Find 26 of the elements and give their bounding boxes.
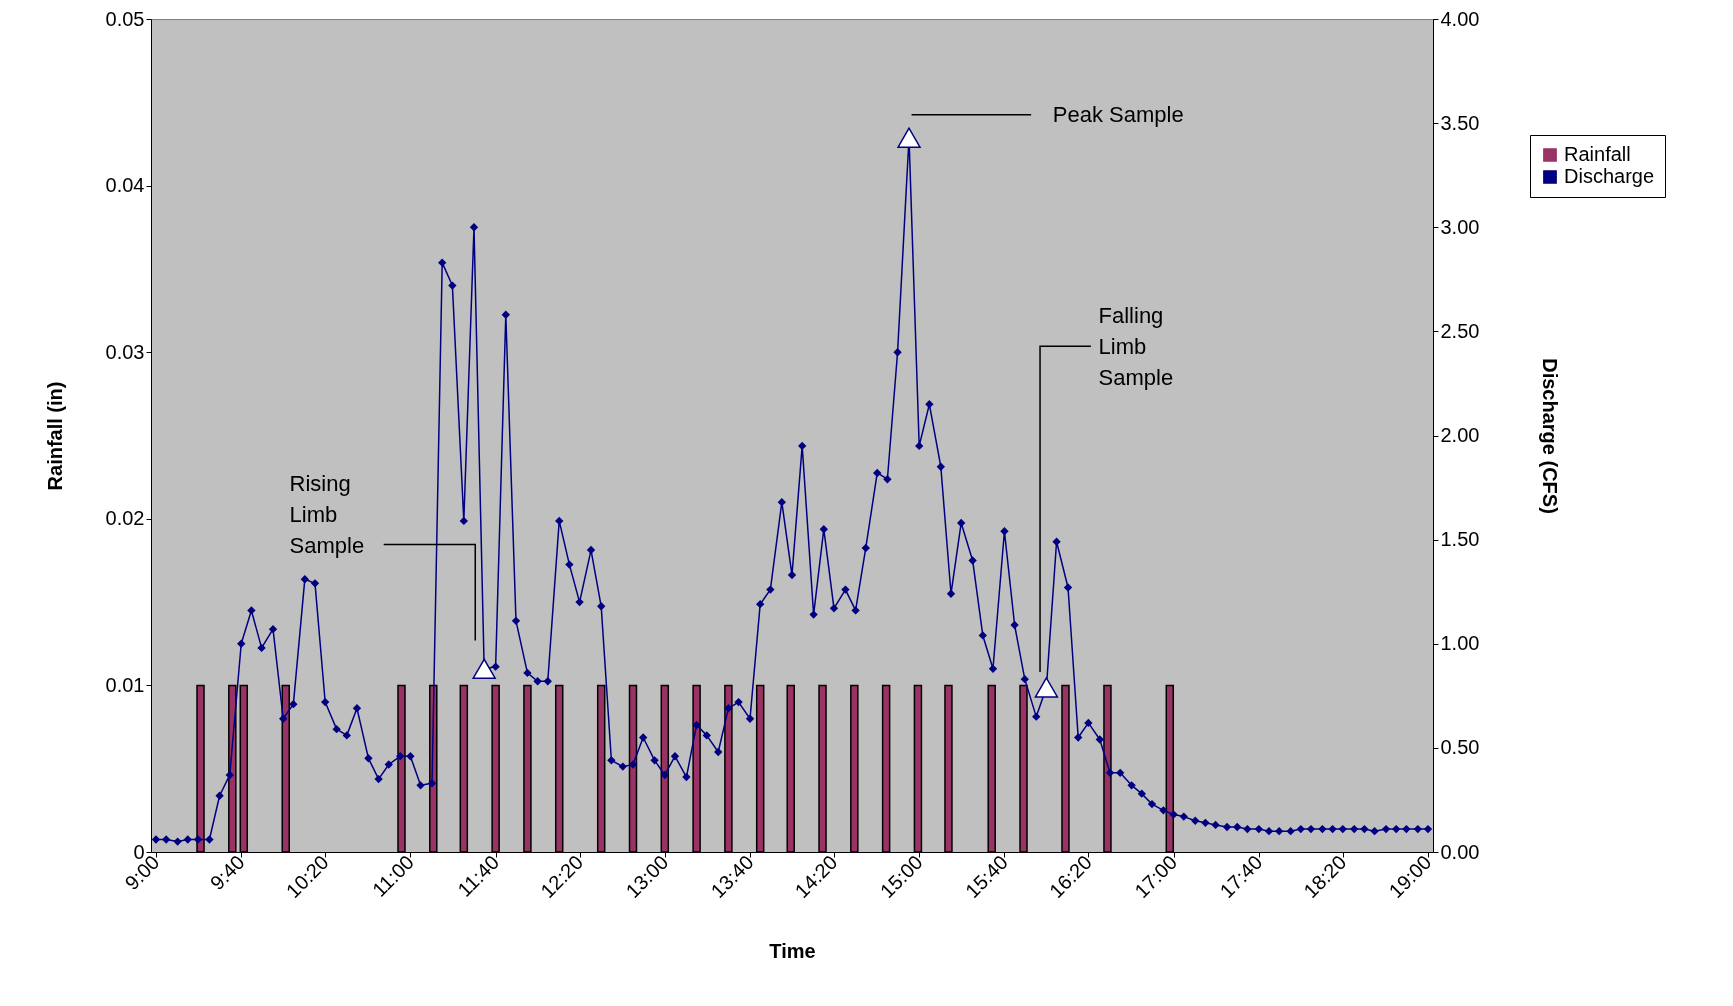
annotation: Peak Sample xyxy=(1052,101,1184,127)
annotation: Rising Limb Sample xyxy=(289,470,365,558)
legend-label: Discharge xyxy=(1564,165,1655,187)
y-axis-title: Rainfall (in) xyxy=(43,381,66,491)
y-tick-label: 0.03 xyxy=(105,340,145,363)
y-tick-label: 0.02 xyxy=(105,507,145,530)
y2-tick-label: 3.50 xyxy=(1440,111,1480,134)
y2-axis-title: Discharge (CFS) xyxy=(1539,358,1562,514)
y-tick-label: 0.01 xyxy=(105,673,145,696)
y2-tick-label: 0.00 xyxy=(1440,840,1480,863)
y-tick-label: 0.04 xyxy=(105,174,145,197)
y-tick-label: 0.05 xyxy=(105,7,145,30)
y2-tick-label: 3.00 xyxy=(1440,215,1480,238)
point xyxy=(1034,677,1059,698)
legend-label: Rainfall xyxy=(1564,143,1631,165)
y2-tick-label: 2.50 xyxy=(1440,319,1480,342)
annotation: Falling Limb Sample xyxy=(1098,303,1174,391)
point xyxy=(472,658,496,679)
y2-tick-label: 1.00 xyxy=(1440,632,1480,655)
y2-tick-label: 4.00 xyxy=(1440,7,1480,30)
point xyxy=(897,127,921,148)
y2-tick-label: 0.50 xyxy=(1440,736,1480,759)
x-axis-title: Time xyxy=(769,939,816,962)
x-tick-label: 9:40 xyxy=(205,851,249,895)
y2-tick-label: 1.50 xyxy=(1440,528,1480,551)
y2-tick-label: 2.00 xyxy=(1440,424,1480,446)
